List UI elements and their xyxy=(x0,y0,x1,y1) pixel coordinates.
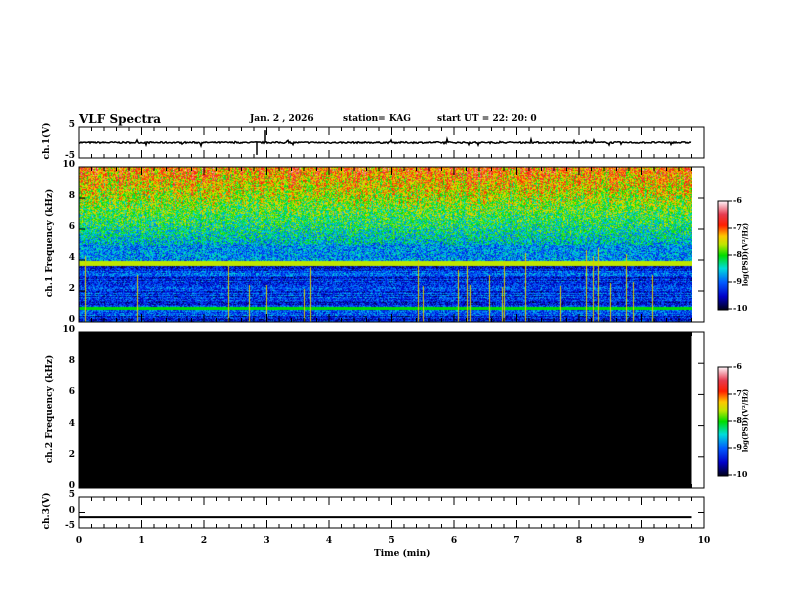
y-tick-label: 2 xyxy=(68,449,75,460)
y-tick-label: 6 xyxy=(68,387,75,398)
x-tick-label: 0 xyxy=(75,536,83,546)
ch1-trace xyxy=(78,136,692,149)
colorbar-tick-label: -7 xyxy=(733,222,742,232)
x-tick-label: 9 xyxy=(638,536,645,546)
colorbar-tick-label: -9 xyxy=(733,442,742,452)
y-tick-label: 4 xyxy=(68,418,75,429)
station-label: station= KAG xyxy=(343,114,411,124)
ch2-freq-ylabel: ch.2 Frequency (kHz) xyxy=(45,354,55,464)
y-tick-label: 6 xyxy=(68,222,75,232)
start-time-label: start UT = 22: 20: 0 xyxy=(437,114,537,124)
x-tick-label: 8 xyxy=(575,536,583,546)
figure-title: VLF Spectra xyxy=(79,112,162,126)
panel-frame xyxy=(78,166,705,323)
y-tick-label: 10 xyxy=(62,325,75,335)
colorbar-tick-label: -7 xyxy=(733,388,742,398)
ch3-ylabel: ch.3(V) xyxy=(42,492,52,530)
y-tick-label: 2 xyxy=(68,284,75,294)
colorbar-tick-label: -6 xyxy=(733,361,742,371)
x-tick-label: 4 xyxy=(325,536,333,546)
x-axis-label: Time (min) xyxy=(374,549,431,559)
x-tick-label: 2 xyxy=(200,536,208,546)
colorbar-frame xyxy=(717,366,729,477)
x-tick-label: 5 xyxy=(388,536,395,546)
x-tick-label: 6 xyxy=(450,536,458,546)
ch1-freq-ylabel: ch.1 Frequency (kHz) xyxy=(45,188,55,298)
colorbar-ch2 xyxy=(718,367,728,476)
x-tick-label: 7 xyxy=(513,536,520,546)
x-tick-label: 10 xyxy=(697,536,711,546)
y-tick-label: 0 xyxy=(68,481,75,491)
y-tick-label: 8 xyxy=(68,191,75,201)
ch1-spectrogram xyxy=(79,167,692,322)
y-tick-label: 8 xyxy=(68,356,75,367)
colorbar-tick-label: -9 xyxy=(733,276,742,286)
colorbar-tick-label: -6 xyxy=(733,195,742,205)
ch2-spectrogram xyxy=(79,332,692,488)
x-tick-label: 1 xyxy=(138,536,145,546)
y-tick-label: 5 xyxy=(68,490,75,500)
colorbar-tick-label: -8 xyxy=(733,415,742,425)
y-tick-label: -5 xyxy=(65,151,75,161)
y-tick-label: -5 xyxy=(65,521,75,531)
y-tick-label: 0 xyxy=(68,315,75,325)
y-tick-label: 4 xyxy=(68,253,75,263)
y-tick-label: 0 xyxy=(68,505,75,516)
colorbar-tick-label: -10 xyxy=(733,469,748,479)
colorbar-tick-label: -10 xyxy=(733,303,748,313)
date-label: Jan. 2 , 2026 xyxy=(250,114,314,124)
colorbar-frame xyxy=(717,200,729,311)
colorbar-tick-label: -8 xyxy=(733,249,742,259)
y-tick-label: 10 xyxy=(62,160,75,170)
y-tick-label: 5 xyxy=(68,120,75,130)
colorbar-ch1 xyxy=(718,201,728,310)
x-tick-label: 3 xyxy=(263,536,270,546)
ch1-ylabel: ch.1(V) xyxy=(42,122,52,160)
